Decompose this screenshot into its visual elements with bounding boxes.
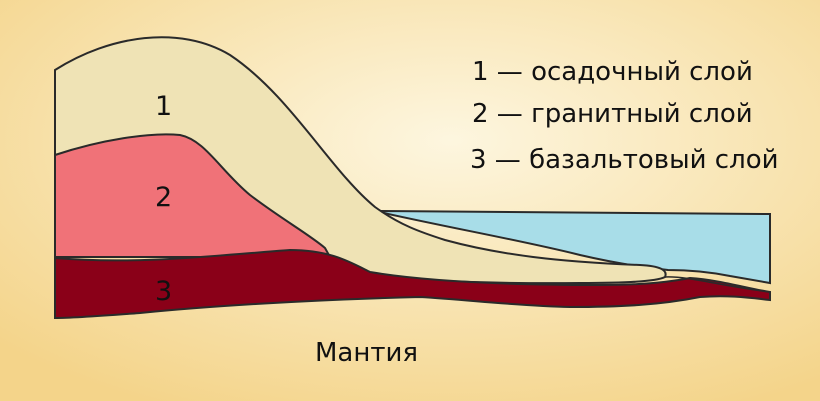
basalt-layer	[54, 248, 771, 320]
legend-item-basalt: 3 — базальтовый слой	[470, 145, 779, 175]
legend-item-granite: 2 — гранитный слой	[472, 99, 753, 129]
layer-3-label: 3	[155, 276, 173, 307]
mantle-boundary-line	[664, 276, 771, 293]
granite-layer	[54, 133, 332, 258]
legend-item-sedimentary: 1 — осадочный слой	[472, 57, 753, 87]
ocean-water	[374, 210, 771, 285]
layer-2-label: 2	[155, 182, 173, 213]
mantle-caption: Мантия	[315, 338, 419, 368]
layer-1-label: 1	[155, 91, 173, 122]
